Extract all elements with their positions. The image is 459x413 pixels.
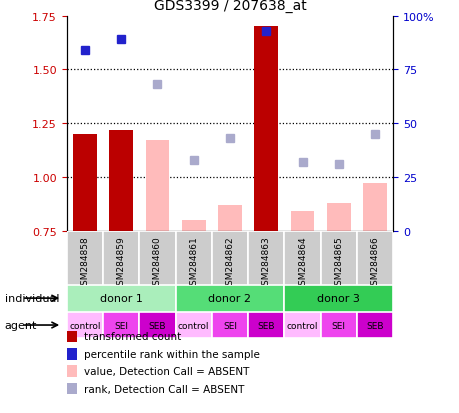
Text: control: control [178,321,209,330]
Bar [284,312,320,339]
Text: donor 3: donor 3 [317,293,359,304]
Bar [103,231,139,285]
Text: transformed count: transformed count [84,332,180,342]
Bar [146,141,169,231]
Bar [73,135,96,231]
Bar [290,212,313,231]
Bar [175,312,212,339]
Text: GSM284863: GSM284863 [261,235,270,290]
Text: SEI: SEI [331,321,345,330]
Bar [67,231,103,285]
Bar [139,231,175,285]
Text: GSM284861: GSM284861 [189,235,198,290]
Text: GSM284866: GSM284866 [370,235,379,290]
Text: GSM284865: GSM284865 [334,235,342,290]
Text: GSM284864: GSM284864 [297,235,307,290]
Bar [175,285,284,312]
Bar [326,203,350,231]
Bar [356,312,392,339]
Bar [356,231,392,285]
Bar [212,312,247,339]
Text: SEB: SEB [366,321,383,330]
Text: SEI: SEI [223,321,236,330]
Bar [218,206,241,231]
Text: agent: agent [5,320,37,330]
Bar [254,27,278,231]
Text: control: control [286,321,318,330]
Bar [181,221,205,231]
Bar [103,312,139,339]
Text: GSM284860: GSM284860 [152,235,162,290]
Bar [139,312,175,339]
Bar [109,131,133,231]
Bar [284,285,392,312]
Text: GSM284862: GSM284862 [225,235,234,290]
Bar [320,231,356,285]
Text: rank, Detection Call = ABSENT: rank, Detection Call = ABSENT [84,384,244,394]
Bar [67,312,103,339]
Bar [247,231,284,285]
Text: percentile rank within the sample: percentile rank within the sample [84,349,259,359]
Text: individual: individual [5,293,59,304]
Bar [175,231,212,285]
Title: GDS3399 / 207638_at: GDS3399 / 207638_at [153,0,306,13]
Text: control: control [69,321,101,330]
Text: GSM284858: GSM284858 [80,235,89,290]
Bar [212,231,247,285]
Bar [284,231,320,285]
Bar [247,312,284,339]
Text: SEB: SEB [148,321,166,330]
Text: GSM284859: GSM284859 [117,235,125,290]
Text: donor 1: donor 1 [100,293,142,304]
Bar [320,312,356,339]
Text: SEI: SEI [114,321,128,330]
Text: SEB: SEB [257,321,274,330]
Text: value, Detection Call = ABSENT: value, Detection Call = ABSENT [84,366,249,376]
Bar [67,285,175,312]
Text: donor 2: donor 2 [208,293,251,304]
Bar [363,184,386,231]
